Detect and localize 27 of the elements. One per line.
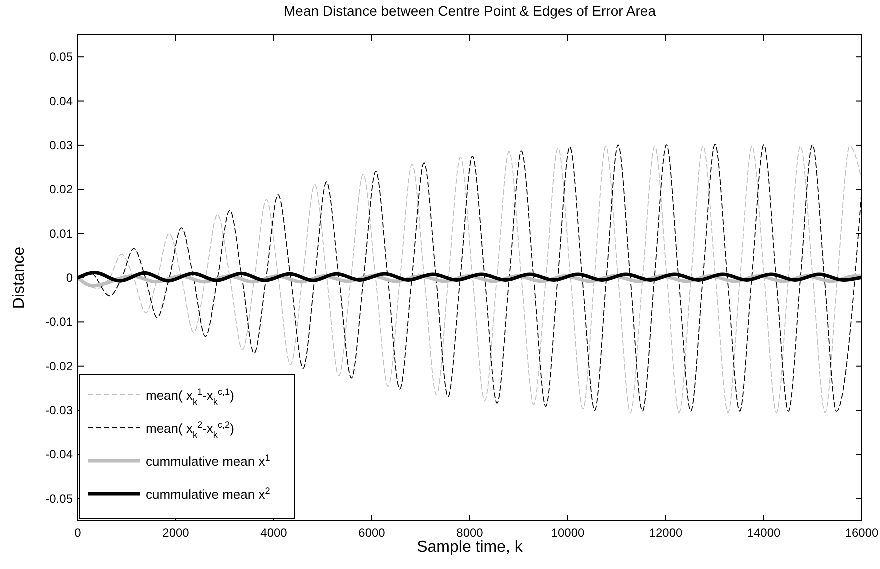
- y-tick-label: 0.05: [50, 50, 74, 64]
- chart-title: Mean Distance between Centre Point & Edges of Error Area: [284, 3, 656, 19]
- y-axis-title: Distance: [11, 246, 28, 310]
- y-tick-label: 0: [66, 271, 74, 285]
- y-tick-label: -0.03: [46, 404, 74, 418]
- x-tick-label: 16000: [845, 526, 880, 540]
- x-tick-label: 12000: [649, 526, 684, 540]
- legend-label: cummulative mean x$^{1}$: [146, 453, 270, 469]
- y-tick-label: 0.03: [50, 138, 74, 152]
- x-tick-label: 0: [74, 526, 82, 540]
- x-tick-label: 4000: [260, 526, 288, 540]
- y-tick-label: -0.05: [46, 492, 74, 506]
- y-tick-label: 0.04: [50, 94, 74, 108]
- y-tick-label: -0.02: [46, 359, 74, 374]
- y-tick-label: 0.01: [50, 226, 74, 241]
- x-tick-label: 8000: [456, 526, 484, 540]
- x-tick-label: 2000: [162, 526, 190, 540]
- y-tick-label: 0.02: [50, 182, 74, 197]
- legend-label: mean( x$_{k}$$^{2}$-x$_{k}$$^{c,2}$): [146, 420, 234, 440]
- y-tick-label: -0.04: [46, 448, 74, 462]
- legend-label: cummulative mean x$^{2}$: [146, 486, 270, 502]
- x-tick-label: 10000: [551, 526, 586, 540]
- legend-label: mean( x$_{k}$$^{1}$-x$_{k}$$^{c,1}$): [146, 387, 234, 407]
- x-tick-label: 14000: [747, 526, 782, 540]
- x-tick-label: 6000: [358, 526, 386, 540]
- y-tick-label: -0.01: [46, 315, 74, 330]
- x-axis-title: Sample time, k: [417, 539, 524, 556]
